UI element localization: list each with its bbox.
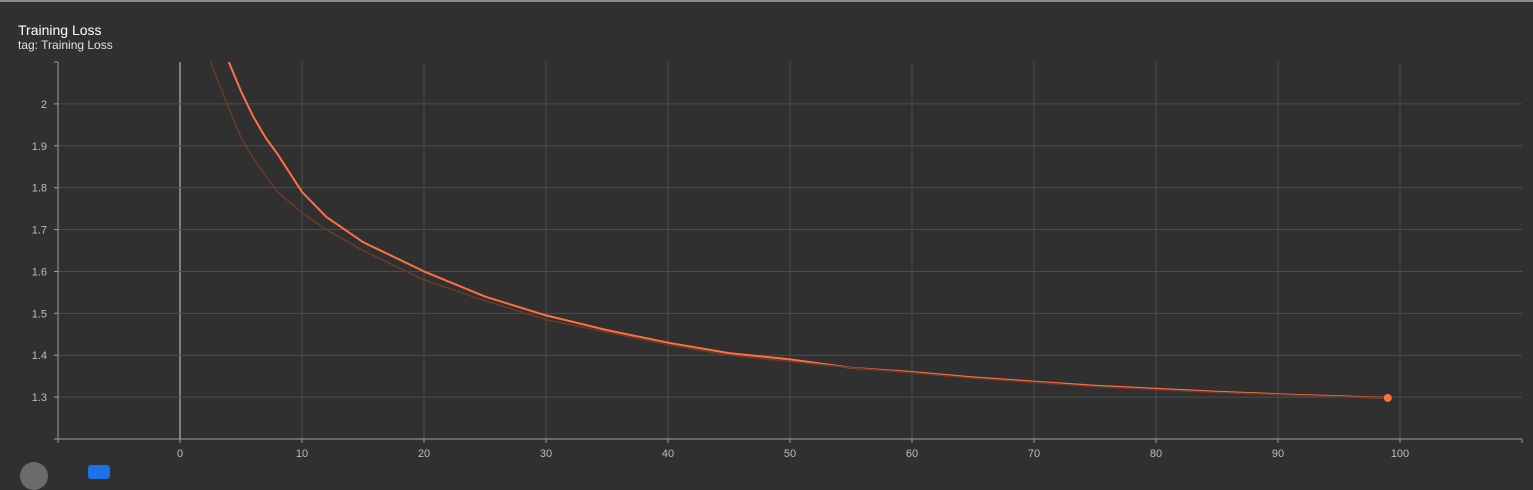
last-point-marker[interactable]	[1383, 393, 1392, 402]
card-top-border	[0, 0, 1533, 2]
y-tick-label: 1.4	[32, 350, 47, 362]
raw-loss-line	[209, 62, 1388, 399]
x-tick-label: 100	[1391, 448, 1409, 460]
expand-button[interactable]	[20, 462, 48, 490]
y-tick-label: 1.7	[32, 225, 47, 237]
chart-tag-subtitle: tag: Training Loss	[18, 38, 113, 52]
x-tick-label: 80	[1150, 448, 1162, 460]
y-tick-label: 1.8	[32, 183, 47, 195]
y-tick-label: 1.5	[32, 308, 47, 320]
x-tick-label: 40	[662, 448, 674, 460]
y-tick-label: 1.3	[32, 392, 47, 404]
chart-title: Training Loss	[18, 22, 102, 38]
x-tick-label: 20	[418, 448, 430, 460]
smoothed-loss-line	[227, 62, 1388, 399]
x-tick-label: 90	[1272, 448, 1284, 460]
y-tick-label: 1.6	[32, 266, 47, 278]
y-tick-label: 2	[41, 99, 47, 111]
log-scale-toggle[interactable]	[88, 465, 110, 479]
x-tick-label: 70	[1028, 448, 1040, 460]
y-tick-label: 1.9	[32, 141, 47, 153]
x-tick-label: 10	[296, 448, 308, 460]
x-tick-label: 0	[177, 448, 183, 460]
training-loss-chart[interactable]: 0 10 20 30 40 50 60 70 80 90 100 1.3 1.4 1.5 1.6 1.7 1.8…	[0, 0, 1533, 470]
x-tick-label: 50	[784, 448, 796, 460]
x-tick-label: 30	[540, 448, 552, 460]
x-tick-label: 60	[906, 448, 918, 460]
